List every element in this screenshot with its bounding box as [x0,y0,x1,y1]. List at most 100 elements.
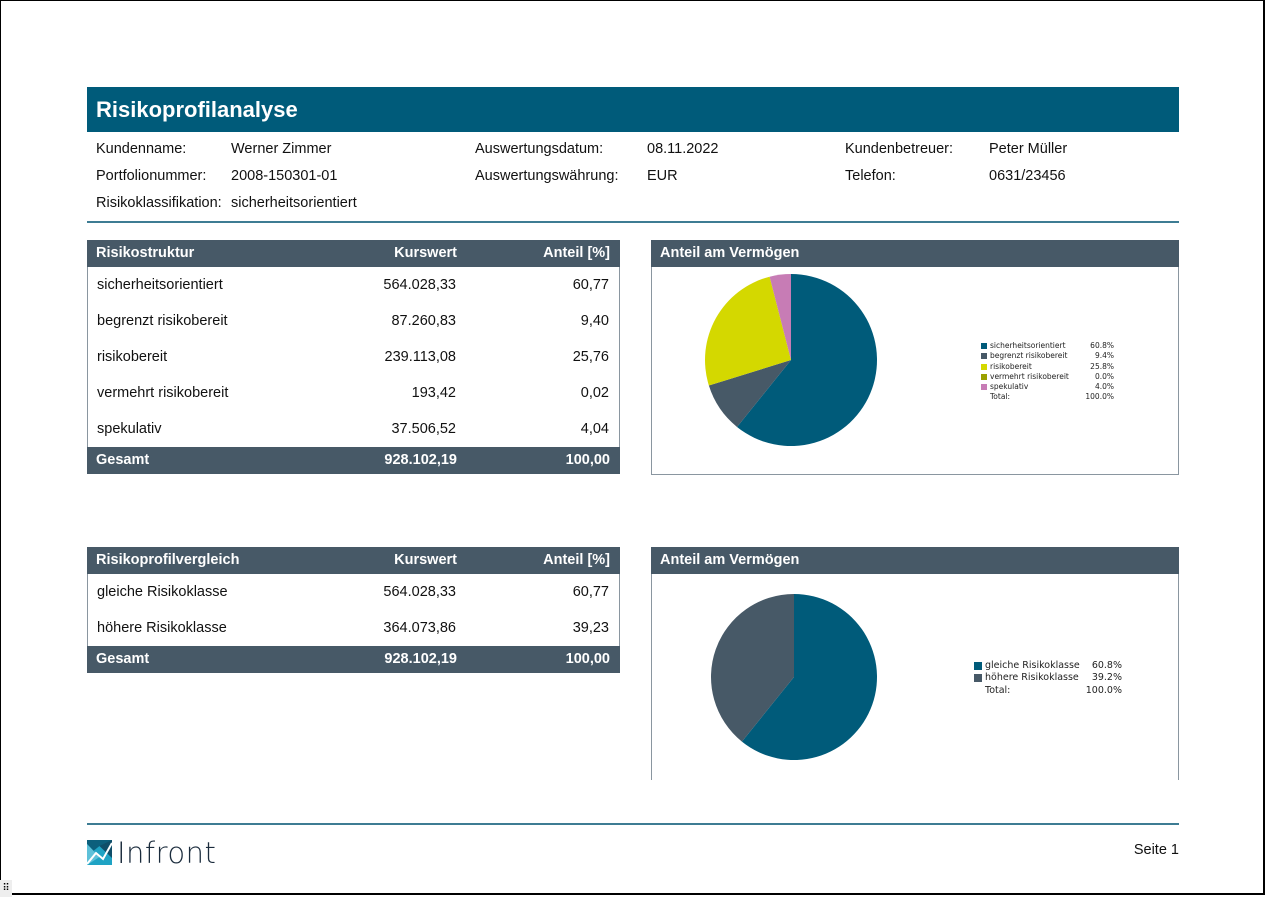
row-category: vermehrt risikobereit [97,385,229,401]
eval-currency: EUR [647,168,678,184]
table-row: gleiche Risikoklasse 564.028,33 60,77 [88,574,619,610]
phone: 0631/23456 [989,168,1066,184]
divider [87,221,1179,223]
table-row: risikobereit 239.113,08 25,76 [88,339,619,375]
legend-label: vermehrt risikobereit [990,371,1069,381]
row-value: 87.260,83 [391,313,456,329]
col-header-share: Anteil [%] [543,245,610,261]
table-row: höhere Risikoklasse 364.073,86 39,23 [88,610,619,646]
row-share: 9,40 [580,313,609,329]
pie-slice-sicherheitsorientiert [737,274,877,446]
legend-value: 39.2% [1091,672,1122,684]
chart-title: Anteil am Vermögen [651,547,1179,574]
legend-value: 0.0% [1094,371,1114,381]
pie-slice-gleiche-risikoklasse [741,594,877,760]
chart-title: Anteil am Vermögen [651,240,1179,267]
row-value: 193,42 [411,385,456,401]
row-category: sicherheitsorientiert [97,277,223,293]
legend-label: sicherheitsorientiert [990,341,1066,350]
row-share: 60,77 [572,584,609,600]
legend-label: spekulativ [990,382,1029,392]
table-row: begrenzt risikobereit 87.260,83 9,40 [88,303,619,339]
portfolio-number: 2008-150301-01 [231,168,338,184]
risk-class-label: Risikoklassifikation: [96,195,222,211]
eval-date: 08.11.2022 [647,141,719,157]
footer-divider [87,823,1179,825]
legend-label: gleiche Risikoklasse [985,660,1080,671]
infront-logo-icon [86,840,113,865]
legend-value: 4.0% [1094,382,1114,392]
risk-comparison-table: Risikoprofilvergleich Kurswert Anteil [%… [87,547,620,673]
row-share: 4,04 [580,421,609,437]
legend-item: sicherheitsorientiert 60.8% [981,341,1114,351]
legend-value: 25.8% [1090,361,1114,371]
row-value: 564.028,33 [383,584,456,600]
table-total-row: Gesamt 928.102,19 100,00 [87,646,620,673]
legend-value: 9.4% [1094,351,1114,361]
eval-date-label: Auswertungsdatum: [475,141,604,157]
pie-chart-risk-structure [705,274,877,446]
legend-swatch [981,353,987,360]
advisor: Peter Müller [989,141,1068,157]
legend-item: begrenzt risikobereit 9.4% [981,351,1114,361]
total-value: 928.102,19 [384,452,457,468]
table-row: sicherheitsorientiert 564.028,33 60,77 [88,267,619,303]
customer-name-label: Kundenname: [96,141,187,157]
col-header-category: Risikostruktur [96,245,195,261]
phone-label: Telefon: [845,168,896,184]
legend-swatch [981,373,987,380]
legend-item: höhere Risikoklasse 39.2% [974,672,1122,684]
legend-item: risikobereit 25.8% [981,362,1114,372]
row-value: 564.028,33 [383,277,456,293]
legend-swatch [981,384,987,391]
table-header: Risikoprofilvergleich Kurswert Anteil [%… [87,547,620,574]
risk-class: sicherheitsorientiert [231,195,357,211]
pie-slice-risikobereit [705,276,791,386]
total-value: 928.102,19 [384,651,457,667]
customer-name: Werner Zimmer [231,141,332,157]
legend-item: gleiche Risikoklasse 60.8% [974,660,1122,672]
page-title: Risikoprofilanalyse [87,87,1179,132]
total-share: 100,00 [565,452,610,468]
table-row: vermehrt risikobereit 193,42 0,02 [88,375,619,411]
legend-total-label: Total: [985,684,1011,696]
row-share: 25,76 [572,349,609,365]
legend-total: Total: 100.0% [981,392,1114,402]
chart-panel-risk-structure: Anteil am Vermögen sicherheitsorientiert… [651,240,1179,475]
table-row: spekulativ 37.506,52 4,04 [88,411,619,447]
legend-item: vermehrt risikobereit 0.0% [981,372,1114,382]
row-category: höhere Risikoklasse [97,620,227,636]
legend-label: höhere Risikoklasse [985,672,1079,684]
table-header: Risikostruktur Kurswert Anteil [%] [87,240,620,267]
resize-grip-icon[interactable]: ⠿ [0,880,12,897]
chart-legend: sicherheitsorientiert 60.8% begrenzt risik… [981,341,1114,403]
legend-total-value: 100.0% [1085,684,1122,696]
logo-text: Infront [117,836,217,870]
legend-total: Total: 100.0% [974,685,1122,697]
row-category: spekulativ [97,421,162,437]
col-header-value: Kurswert [394,552,457,568]
legend-swatch [981,363,987,370]
total-label: Gesamt [96,651,150,667]
row-share: 39,23 [572,620,609,636]
row-value: 239.113,08 [384,349,457,365]
row-category: risikobereit [97,349,168,365]
row-category: gleiche Risikoklasse [97,584,228,600]
legend-value: 60.8% [1091,660,1122,671]
row-share: 0,02 [580,385,609,401]
total-share: 100,00 [565,651,610,667]
chart-panel-risk-comparison: Anteil am Vermögen gleiche Risikoklasse 6… [651,547,1179,780]
total-label: Gesamt [96,452,150,468]
row-value: 364.073,86 [383,620,456,636]
row-category: begrenzt risikobereit [97,313,228,329]
portfolio-number-label: Portfolionummer: [96,168,207,184]
table-body: gleiche Risikoklasse 564.028,33 60,77 höher… [87,574,620,646]
legend-item: spekulativ 4.0% [981,382,1114,392]
legend-total-value: 100.0% [1085,392,1114,402]
col-header-value: Kurswert [394,245,457,261]
legend-label: risikobereit [990,361,1032,371]
pie-slice-begrenzt-risikobereit [708,360,791,427]
legend-total-label: Total: [990,392,1011,402]
legend-swatch [974,662,982,670]
infront-logo: Infront [86,836,216,870]
